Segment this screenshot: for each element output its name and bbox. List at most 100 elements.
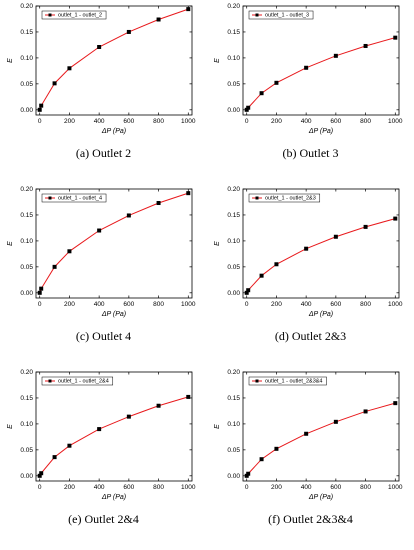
x-axis-label: ΔP (Pa) (308, 128, 333, 135)
x-axis-label: ΔP (Pa) (308, 494, 333, 501)
data-point (52, 264, 57, 269)
panel-caption: (e) Outlet 2&4 (68, 512, 139, 526)
data-point (52, 455, 57, 460)
panel-caption: (a) Outlet 2 (75, 146, 132, 160)
x-tick-label: 1000 (181, 301, 196, 308)
legend: outlet_1 - outlet_2&4 (41, 376, 114, 386)
chart-panel: 0 200 400 600 800 1000 0.00 0.05 0.10 0.15 0.20 ΔP … (207, 0, 414, 183)
data-point (333, 53, 338, 58)
legend-marker-swatch (255, 379, 259, 383)
chart-panel: 0 200 400 600 800 1000 0.00 0.05 0.10 0.15 0.20 ΔP … (0, 366, 207, 549)
y-axis-label: E (214, 58, 221, 63)
data-point (126, 29, 131, 34)
legend-marker-swatch (48, 196, 52, 200)
legend-marker-swatch (255, 13, 259, 17)
plot-frame (35, 5, 193, 116)
data-point (97, 427, 102, 432)
data-point (304, 65, 309, 70)
x-tick-label: 1000 (388, 118, 403, 125)
y-tick-label: 0.05 (20, 264, 33, 271)
chart-svg: 0 200 400 600 800 1000 0.00 0.05 0.10 0.15 0.20 ΔP … (214, 3, 403, 135)
chart-panel: 0 200 400 600 800 1000 0.00 0.05 0.10 0.15 0.20 ΔP … (0, 0, 207, 183)
y-tick-label: 0.15 (20, 212, 33, 219)
plot-frame (35, 188, 193, 299)
y-tick-label: 0.00 (20, 473, 33, 480)
plot-frame (35, 371, 193, 482)
x-tick-label: 0 (38, 118, 42, 125)
data-point (363, 409, 368, 414)
y-tick-label: 0.20 (20, 369, 33, 376)
x-tick-label: 200 (64, 484, 75, 491)
data-point (97, 45, 102, 50)
x-tick-label: 800 (153, 118, 164, 125)
legend: outlet_1 - outlet_2 (41, 10, 107, 20)
y-tick-label: 0.10 (227, 238, 240, 245)
panel-caption: (d) Outlet 2&3 (274, 329, 347, 343)
legend-label: outlet_1 - outlet_4 (58, 196, 102, 202)
y-tick-label: 0.20 (20, 3, 33, 10)
data-point (304, 431, 309, 436)
data-point (304, 246, 309, 251)
data-point (39, 471, 44, 476)
x-tick-label: 0 (245, 118, 249, 125)
chart-panel: 0 200 400 600 800 1000 0.00 0.05 0.10 0.15 0.20 ΔP … (207, 366, 414, 549)
chart-svg: 0 200 400 600 800 1000 0.00 0.05 0.10 0.15 0.20 ΔP … (7, 369, 196, 501)
x-tick-label: 1000 (181, 118, 196, 125)
y-tick-label: 0.15 (227, 395, 240, 402)
chart-svg: 0 200 400 600 800 1000 0.00 0.05 0.10 0.15 0.20 ΔP … (214, 186, 403, 318)
y-tick-label: 0.10 (20, 421, 33, 428)
x-tick-label: 0 (245, 301, 249, 308)
x-tick-label: 400 (301, 484, 312, 491)
legend-marker-swatch (48, 379, 52, 383)
legend-box (41, 376, 114, 386)
legend: outlet_1 - outlet_2&3 (248, 193, 321, 203)
panel-caption: (c) Outlet 4 (75, 329, 132, 343)
x-tick-label: 600 (330, 118, 341, 125)
x-tick-label: 400 (301, 118, 312, 125)
y-tick-label: 0.20 (227, 3, 240, 10)
data-point (393, 35, 398, 40)
legend-box (41, 10, 107, 20)
data-point (126, 213, 131, 218)
x-tick-label: 800 (360, 301, 371, 308)
data-point (37, 107, 42, 112)
y-axis-label: E (7, 58, 14, 63)
plot-frame (242, 188, 400, 299)
data-point (244, 290, 249, 295)
panel-caption: (b) Outlet 3 (282, 146, 339, 160)
y-tick-label: 0.20 (227, 369, 240, 376)
x-axis-label: ΔP (Pa) (101, 311, 126, 318)
x-axis-label: ΔP (Pa) (308, 311, 333, 318)
data-point (97, 228, 102, 233)
y-tick-label: 0.00 (20, 290, 33, 297)
x-tick-label: 0 (38, 301, 42, 308)
x-tick-label: 0 (245, 484, 249, 491)
x-tick-label: 1000 (181, 484, 196, 491)
x-tick-label: 600 (123, 484, 134, 491)
series-line (39, 192, 189, 293)
chart-svg: 0 200 400 600 800 1000 0.00 0.05 0.10 0.15 0.20 ΔP … (7, 186, 196, 318)
data-point (37, 473, 42, 478)
data-point (274, 80, 279, 85)
data-point (156, 201, 161, 206)
legend: outlet_1 - outlet_3 (248, 10, 314, 20)
y-tick-label: 0.20 (227, 186, 240, 193)
x-axis-label: ΔP (Pa) (101, 128, 126, 135)
legend-box (248, 193, 321, 203)
y-tick-label: 0.05 (20, 447, 33, 454)
data-point (52, 81, 57, 86)
legend-label: outlet_1 - outlet_2&3 (265, 196, 316, 202)
x-tick-label: 400 (301, 301, 312, 308)
data-point (274, 446, 279, 451)
legend-marker-swatch (255, 196, 259, 200)
y-tick-label: 0.00 (20, 107, 33, 114)
data-point (363, 224, 368, 229)
x-tick-label: 600 (123, 301, 134, 308)
data-point (39, 103, 44, 108)
y-axis-label: E (7, 424, 14, 429)
x-tick-label: 200 (64, 301, 75, 308)
y-tick-label: 0.10 (227, 55, 240, 62)
data-point (259, 273, 264, 278)
data-point (156, 17, 161, 22)
